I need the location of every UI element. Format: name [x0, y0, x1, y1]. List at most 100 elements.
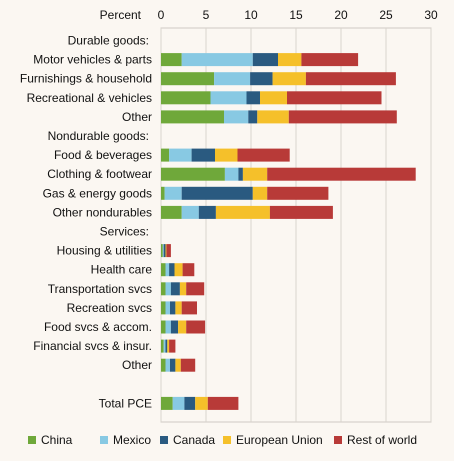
bar-mexico-health-care [165, 263, 170, 277]
bar-canada-total-pce [184, 396, 196, 410]
bar-european-union-total-pce [195, 396, 208, 410]
bar-canada-motor-vehicles-parts [252, 53, 278, 67]
bar-mexico-clothing-footwear [224, 167, 239, 181]
bar-rest-of-world-food-svcs-accom [186, 320, 206, 334]
category-label-food-beverages: Food & beverages [54, 148, 152, 162]
bar-rest-of-world-total-pce [207, 396, 239, 410]
bar-european-union-transportation-svcs [179, 282, 187, 296]
bars [161, 53, 416, 410]
bar-china-other-nondurables [161, 205, 182, 219]
category-label-health-care: Health care [91, 263, 153, 277]
bar-mexico-food-beverages [169, 148, 192, 162]
category-label-clothing-footwear: Clothing & footwear [47, 167, 152, 181]
bar-rest-of-world-health-care [182, 263, 195, 277]
category-label-durable-goods: Durable goods: [68, 34, 149, 48]
bar-european-union-recreation-svcs [175, 301, 182, 315]
category-label-other-nondurables: Other nondurables [53, 205, 152, 219]
bar-european-union-motor-vehicles-parts [278, 53, 302, 67]
bar-european-union-food-svcs-accom [178, 320, 187, 334]
bar-rest-of-world-financial-svcs-insur [169, 339, 176, 353]
bar-canada-other [248, 110, 258, 124]
category-label-recreation-svcs: Recreation svcs [67, 301, 152, 315]
category-label-nondurable-goods: Nondurable goods: [48, 129, 149, 143]
category-label-recreational-vehicles: Recreational & vehicles [27, 91, 152, 105]
category-label-total-pce: Total PCE [99, 396, 152, 410]
legend-swatch-china [28, 436, 36, 444]
bar-rest-of-world-housing-utilities [166, 244, 171, 258]
bar-canada-other [170, 358, 176, 372]
category-label-food-svcs-accom: Food svcs & accom. [44, 320, 152, 334]
bar-european-union-food-beverages [215, 148, 238, 162]
bar-canada-recreation-svcs [170, 301, 176, 315]
bar-rest-of-world-recreational-vehicles [287, 91, 382, 105]
category-labels: Durable goods: Motor vehicles & parts Furn… [20, 34, 152, 411]
bar-canada-recreational-vehicles [246, 91, 260, 105]
bar-mexico-housing-utilities [162, 244, 164, 258]
bar-china-other [161, 110, 224, 124]
bar-mexico-recreation-svcs [165, 301, 170, 315]
bar-canada-gas-energy-goods [181, 186, 253, 200]
bar-canada-transportation-svcs [170, 282, 180, 296]
bar-china-clothing-footwear [161, 167, 225, 181]
bar-canada-housing-utilities [163, 244, 166, 258]
bar-european-union-clothing-footwear [242, 167, 268, 181]
legend-swatch-european-union [223, 436, 231, 444]
category-label-services: Services: [100, 225, 149, 239]
bar-china-housing-utilities [161, 244, 163, 258]
bar-rest-of-world-other-nondurables [269, 205, 333, 219]
bar-china-food-beverages [161, 148, 170, 162]
bar-china-total-pce [161, 396, 173, 410]
bar-china-recreational-vehicles [161, 91, 211, 105]
bar-canada-furnishings-household [250, 72, 273, 86]
bar-canada-food-beverages [191, 148, 215, 162]
bar-china-health-care [161, 263, 166, 277]
bar-european-union-furnishings-household [272, 72, 306, 86]
bar-rest-of-world-furnishings-household [305, 72, 396, 86]
category-label-housing-utilities: Housing & utilities [57, 244, 152, 258]
axis-title: Percent [100, 8, 142, 22]
bar-european-union-other-nondurables [215, 205, 270, 219]
bar-china-transportation-svcs [161, 282, 166, 296]
legend: China Mexico Canada European Union Rest of w… [28, 433, 417, 447]
bar-mexico-other [224, 110, 249, 124]
bar-rest-of-world-other [288, 110, 397, 124]
tick-label-0: 0 [158, 8, 165, 22]
legend-label-mexico: Mexico [113, 433, 151, 447]
bar-mexico-gas-energy-goods [164, 186, 182, 200]
legend-swatch-rest-of-world [334, 436, 342, 444]
bar-china-motor-vehicles-parts [161, 53, 182, 67]
bar-mexico-motor-vehicles-parts [181, 53, 253, 67]
axis: Percent 0 5 10 15 20 25 30 [100, 8, 438, 22]
bar-china-recreation-svcs [161, 301, 166, 315]
bar-european-union-other [257, 110, 289, 124]
bar-china-food-svcs-accom [161, 320, 166, 334]
bar-rest-of-world-food-beverages [237, 148, 290, 162]
bar-china-financial-svcs-insur [161, 339, 164, 353]
legend-swatch-mexico [100, 436, 108, 444]
bar-mexico-other-nondurables [181, 205, 199, 219]
bar-canada-clothing-footwear [238, 167, 243, 181]
category-label-gas-energy-goods: Gas & energy goods [43, 186, 152, 200]
tick-label-10: 10 [244, 8, 258, 22]
bar-european-union-gas-energy-goods [252, 186, 268, 200]
bar-china-other [161, 358, 166, 372]
bar-mexico-recreational-vehicles [210, 91, 247, 105]
legend-label-china: China [41, 433, 73, 447]
legend-label-canada: Canada [173, 433, 215, 447]
gridlines [160, 27, 432, 423]
category-label-transportation-svcs: Transportation svcs [48, 282, 152, 296]
category-label-financial-svcs-insur: Financial svcs & insur. [33, 339, 152, 353]
bar-european-union-financial-svcs-insur [167, 339, 170, 353]
bar-european-union-recreational-vehicles [260, 91, 287, 105]
bar-mexico-furnishings-household [214, 72, 251, 86]
bar-china-gas-energy-goods [161, 186, 165, 200]
tick-label-5: 5 [203, 8, 210, 22]
bar-china-furnishings-household [161, 72, 215, 86]
bar-european-union-other [175, 358, 181, 372]
legend-label-european-union: European Union [236, 433, 323, 447]
bar-rest-of-world-other [180, 358, 196, 372]
category-label-other: Other [122, 110, 152, 124]
bar-rest-of-world-gas-energy-goods [267, 186, 329, 200]
